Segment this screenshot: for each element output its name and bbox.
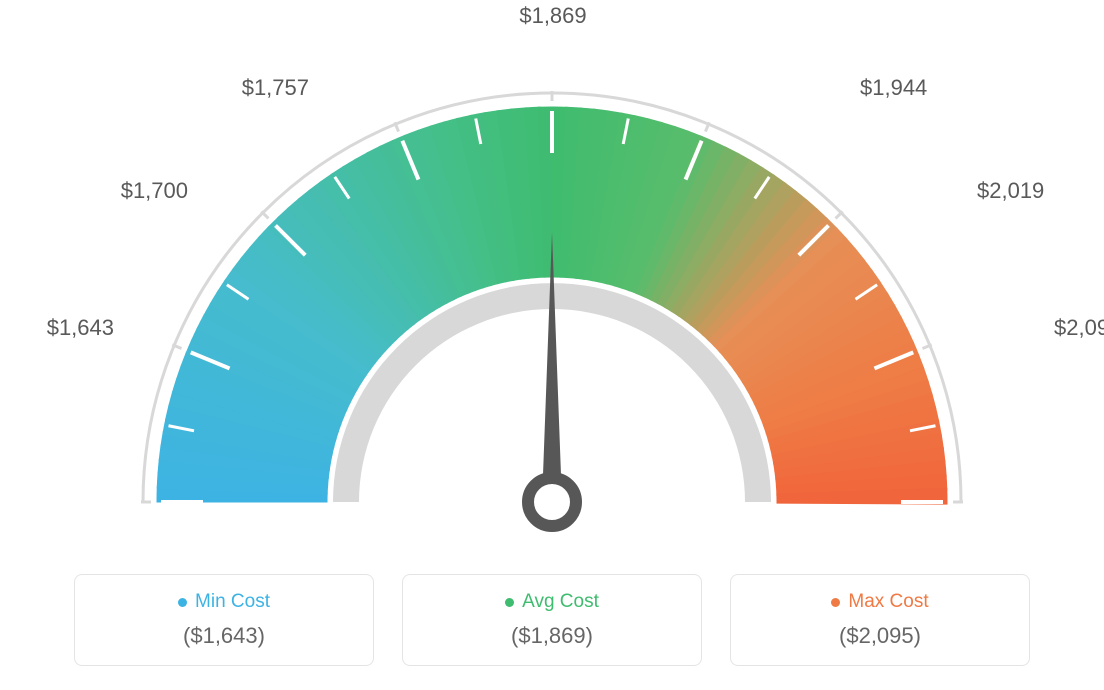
gauge-svg xyxy=(102,30,1002,540)
gauge-tick-label: $1,643 xyxy=(0,315,114,341)
legend-title-max: Max Cost xyxy=(751,591,1009,613)
legend-title-avg: Avg Cost xyxy=(423,591,681,613)
legend-title-min: Min Cost xyxy=(95,591,353,613)
legend-card-max: Max Cost ($2,095) xyxy=(730,574,1030,666)
gauge-tick-label: $1,944 xyxy=(860,75,927,101)
legend-card-avg: Avg Cost ($1,869) xyxy=(402,574,702,666)
legend-label: Max Cost xyxy=(848,591,928,613)
gauge-tick-label: $2,095 xyxy=(1054,315,1104,341)
legend-row: Min Cost ($1,643) Avg Cost ($1,869) Max … xyxy=(0,574,1104,666)
gauge-tick-label: $2,019 xyxy=(977,178,1044,204)
legend-card-min: Min Cost ($1,643) xyxy=(74,574,374,666)
gauge-tick-label: $1,700 xyxy=(0,178,188,204)
legend-label: Min Cost xyxy=(195,591,270,613)
dot-icon xyxy=(178,598,187,607)
legend-value-max: ($2,095) xyxy=(751,623,1009,649)
legend-value-min: ($1,643) xyxy=(95,623,353,649)
legend-value-avg: ($1,869) xyxy=(423,623,681,649)
gauge-tick-label: $1,757 xyxy=(0,75,309,101)
gauge-tick-label: $1,869 xyxy=(519,3,586,29)
dot-icon xyxy=(505,598,514,607)
dot-icon xyxy=(831,598,840,607)
gauge-chart: $1,643 $1,700 $1,757 $1,869 $1,944 $2,019 $2,0… xyxy=(0,0,1104,540)
legend-label: Avg Cost xyxy=(522,591,599,613)
